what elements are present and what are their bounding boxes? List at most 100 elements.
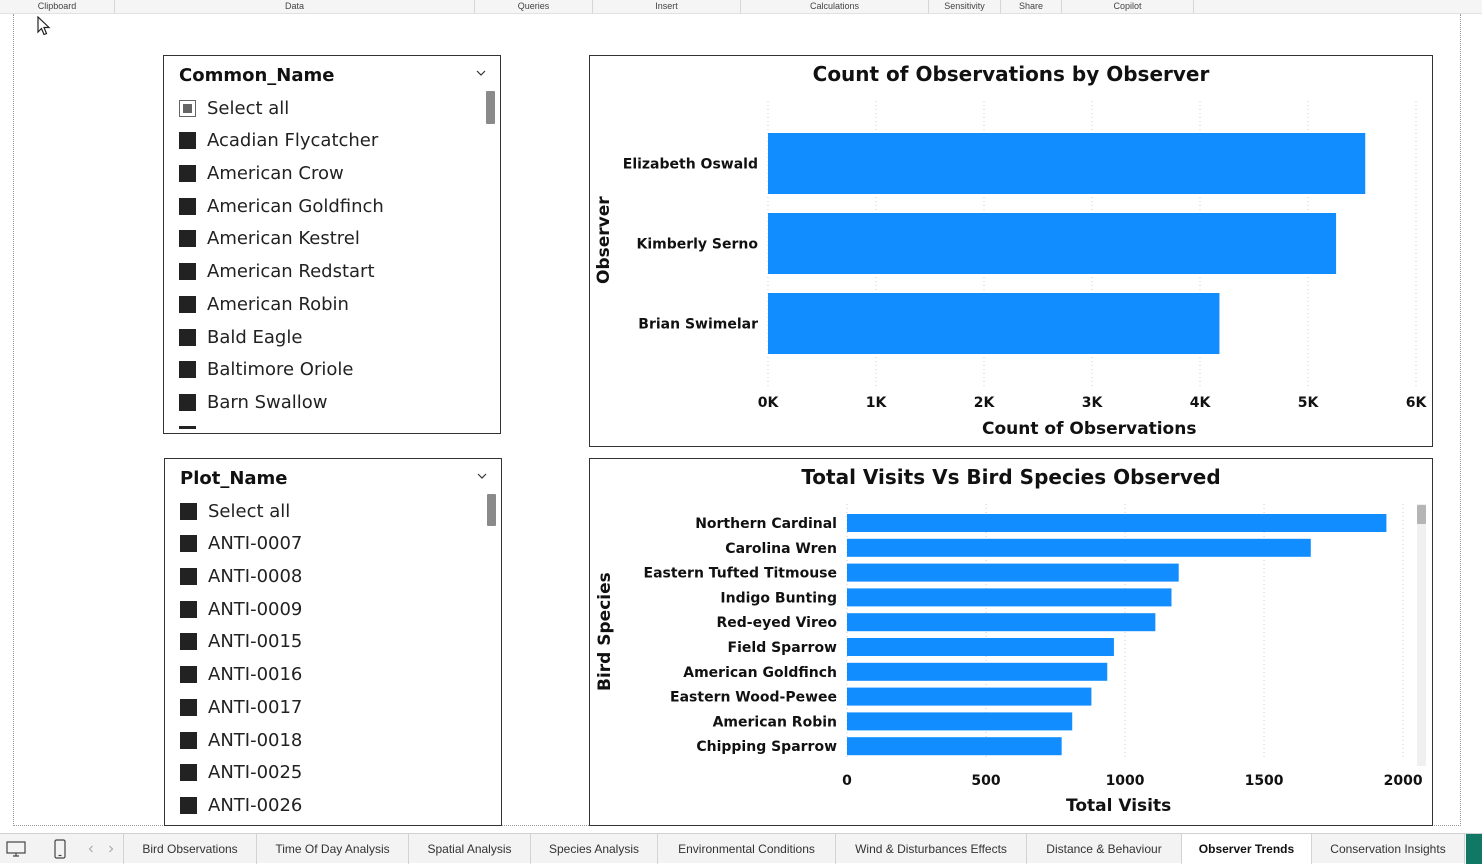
checkbox[interactable] [180, 502, 197, 520]
slicer-item-label: American Crow [207, 162, 344, 184]
observer-count-chart[interactable]: Count of Observations by Observer Observ… [589, 55, 1433, 447]
tab-species-analysis[interactable]: Species Analysis [531, 834, 658, 864]
slicer-title: Common_Name [179, 65, 335, 86]
slicer-item[interactable]: ANTI-0017 [180, 695, 302, 719]
slicer-item-partial [179, 426, 196, 429]
x-tick-label: 5K [1298, 395, 1320, 411]
slicer-item[interactable]: ANTI-0018 [180, 728, 302, 752]
chevron-down-icon[interactable] [477, 471, 487, 481]
category-label: Elizabeth Oswald [623, 157, 758, 173]
tab-bird-observations[interactable]: Bird Observations [124, 834, 257, 864]
x-axis-label: Count of Observations [982, 419, 1197, 439]
slicer-item-label: ANTI-0018 [208, 729, 303, 751]
tab-divider [123, 834, 124, 864]
slicer-item[interactable]: Bald Eagle [179, 325, 302, 349]
slicer-item[interactable]: ANTI-0015 [180, 629, 302, 653]
category-label: Eastern Wood-Pewee [670, 690, 837, 706]
checkbox[interactable] [179, 164, 196, 182]
cursor-arrow-icon [37, 16, 51, 36]
tab-wind-disturbances-effects[interactable]: Wind & Disturbances Effects [836, 834, 1027, 864]
checkbox[interactable] [179, 360, 196, 378]
tab-distance-behaviour[interactable]: Distance & Behaviour [1027, 834, 1182, 864]
slicer-select-all[interactable]: Select all [179, 96, 289, 120]
tab-spatial-analysis[interactable]: Spatial Analysis [409, 834, 531, 864]
category-label: Northern Cardinal [695, 516, 837, 532]
ribbon-group-queries[interactable]: Queries [475, 0, 593, 13]
slicer-item[interactable]: Baltimore Oriole [179, 357, 353, 381]
checkbox[interactable] [179, 328, 196, 346]
chart-scrollbar-track[interactable] [1417, 504, 1426, 766]
checkbox[interactable] [180, 567, 197, 585]
prev-page-icon[interactable] [87, 845, 95, 853]
checkbox[interactable] [180, 665, 197, 683]
add-page-button[interactable] [1466, 834, 1482, 864]
ribbon-group-sensitivity[interactable]: Sensitivity [929, 0, 1001, 13]
tab-environmental-conditions[interactable]: Environmental Conditions [658, 834, 836, 864]
checkbox[interactable] [179, 262, 196, 280]
checkbox[interactable] [180, 796, 197, 814]
slicer-item[interactable]: ANTI-0025 [180, 760, 302, 784]
slicer-item[interactable]: American Kestrel [179, 226, 360, 250]
checkbox[interactable] [180, 534, 197, 552]
checkbox-partial[interactable] [179, 99, 196, 117]
slicer-item[interactable]: American Goldfinch [179, 194, 384, 218]
tab-time-of-day-analysis[interactable]: Time Of Day Analysis [257, 834, 409, 864]
category-label: American Goldfinch [683, 665, 837, 681]
checkbox[interactable] [180, 632, 197, 650]
category-label: Indigo Bunting [720, 590, 837, 606]
slicer-item-label: Acadian Flycatcher [207, 129, 379, 151]
ribbon-group-clipboard[interactable]: Clipboard [0, 0, 115, 13]
checkbox[interactable] [180, 600, 197, 618]
slicer-item-label: ANTI-0026 [208, 794, 303, 816]
slicer-item[interactable]: American Redstart [179, 259, 375, 283]
slicer-item-label: ANTI-0007 [208, 532, 303, 554]
slicer-item-label: Select all [207, 97, 290, 119]
mobile-view-icon[interactable] [54, 839, 66, 859]
slicer-title: Plot_Name [180, 468, 288, 489]
bar [847, 563, 1179, 582]
slicer-item[interactable]: ANTI-0016 [180, 662, 302, 686]
tab-observer-trends[interactable]: Observer Trends [1182, 834, 1312, 864]
ribbon-group-calculations[interactable]: Calculations [741, 0, 929, 13]
slicer-item[interactable]: ANTI-0007 [180, 531, 302, 555]
page-tab-bar: Bird Observations Time Of Day Analysis S… [0, 833, 1482, 864]
slicer-select-all[interactable]: Select all [180, 499, 290, 523]
ribbon-group-share[interactable]: Share [1001, 0, 1062, 13]
x-tick-label: 3K [1082, 395, 1104, 411]
checkbox[interactable] [180, 731, 197, 749]
slicer-item[interactable]: ANTI-0008 [180, 564, 302, 588]
checkbox[interactable] [179, 229, 196, 247]
slicer-item-label: ANTI-0015 [208, 630, 303, 652]
ribbon-group-data[interactable]: Data [115, 0, 475, 13]
category-label: Eastern Tufted Titmouse [644, 566, 837, 582]
checkbox[interactable] [179, 295, 196, 313]
checkbox[interactable] [179, 131, 196, 149]
slicer-scrollbar[interactable] [486, 91, 495, 124]
x-axis-label: Total Visits [1066, 796, 1172, 816]
plot-name-slicer: Plot_Name Select all ANTI-0007 ANTI-0008… [164, 458, 502, 826]
checkbox[interactable] [180, 698, 197, 716]
next-page-icon[interactable] [107, 845, 115, 853]
category-label: Field Sparrow [728, 640, 838, 656]
chart-scrollbar[interactable] [1417, 505, 1426, 524]
ribbon-group-copilot[interactable]: Copilot [1062, 0, 1194, 13]
slicer-item-label: Bald Eagle [207, 326, 303, 348]
chevron-down-icon[interactable] [476, 68, 486, 78]
ribbon-group-insert[interactable]: Insert [593, 0, 741, 13]
species-visits-chart[interactable]: Total Visits Vs Bird Species Observed Bi… [589, 458, 1433, 826]
slicer-item-label: ANTI-0009 [208, 598, 303, 620]
checkbox[interactable] [180, 763, 197, 781]
checkbox[interactable] [179, 197, 196, 215]
slicer-item[interactable]: Barn Swallow [179, 390, 328, 414]
tab-conservation-insights[interactable]: Conservation Insights [1312, 834, 1465, 864]
slicer-item[interactable]: American Crow [179, 161, 344, 185]
checkbox[interactable] [179, 393, 196, 411]
slicer-scrollbar[interactable] [487, 494, 496, 526]
slicer-item[interactable]: American Robin [179, 292, 349, 316]
x-tick-label: 4K [1190, 395, 1212, 411]
slicer-item[interactable]: Acadian Flycatcher [179, 128, 378, 152]
slicer-item[interactable]: ANTI-0009 [180, 597, 302, 621]
x-tick-label: 2K [974, 395, 996, 411]
slicer-item[interactable]: ANTI-0026 [180, 793, 302, 817]
desktop-view-icon[interactable] [6, 841, 26, 857]
